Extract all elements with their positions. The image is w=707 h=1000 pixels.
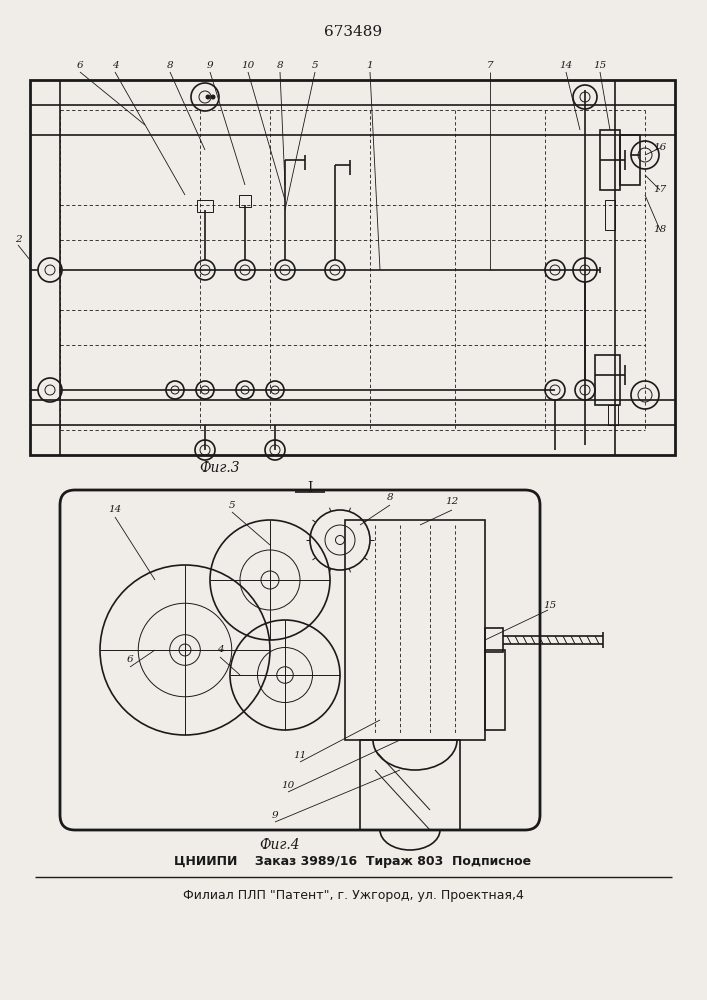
Text: 673489: 673489 <box>324 25 382 39</box>
Bar <box>345 520 485 740</box>
Bar <box>197 200 213 212</box>
Text: 9: 9 <box>206 60 214 70</box>
Text: 16: 16 <box>653 143 667 152</box>
Bar <box>605 200 615 230</box>
Text: 12: 12 <box>445 497 459 506</box>
Text: 14: 14 <box>559 60 573 70</box>
Text: 10: 10 <box>241 60 255 70</box>
Bar <box>485 628 503 652</box>
Text: 8: 8 <box>387 492 393 502</box>
Text: Фиг.4: Фиг.4 <box>259 838 300 852</box>
Text: 5: 5 <box>312 60 318 70</box>
Text: 10: 10 <box>281 780 295 790</box>
Text: 5: 5 <box>228 500 235 510</box>
Text: 9: 9 <box>271 810 279 820</box>
Text: ЦНИИПИ    Заказ 3989/16  Тираж 803  Подписное: ЦНИИПИ Заказ 3989/16 Тираж 803 Подписное <box>175 856 532 868</box>
Text: 14: 14 <box>108 506 122 514</box>
Text: I: I <box>308 481 312 495</box>
Text: Филиал ПЛП "Патент", г. Ужгород, ул. Проектная,4: Филиал ПЛП "Патент", г. Ужгород, ул. Про… <box>182 888 523 902</box>
Text: 8: 8 <box>167 60 173 70</box>
Text: 4: 4 <box>216 646 223 654</box>
Bar <box>485 650 505 730</box>
Text: 2: 2 <box>15 235 21 244</box>
Text: 15: 15 <box>544 600 556 609</box>
Bar <box>360 740 460 830</box>
Bar <box>30 80 675 455</box>
Text: 17: 17 <box>653 186 667 194</box>
Bar <box>620 135 640 185</box>
Text: 7: 7 <box>486 60 493 70</box>
Text: 8: 8 <box>276 60 284 70</box>
Text: Фиг.3: Фиг.3 <box>199 461 240 475</box>
Text: 4: 4 <box>112 60 118 70</box>
Text: 1: 1 <box>367 60 373 70</box>
Bar <box>239 195 251 207</box>
Bar <box>608 405 618 425</box>
Text: 6: 6 <box>76 60 83 70</box>
Circle shape <box>211 95 215 99</box>
Circle shape <box>206 95 210 99</box>
Text: 15: 15 <box>593 60 607 70</box>
Text: 18: 18 <box>653 226 667 234</box>
Text: 11: 11 <box>293 750 307 760</box>
Bar <box>595 355 620 405</box>
Text: 6: 6 <box>127 656 134 664</box>
Bar <box>600 130 620 190</box>
